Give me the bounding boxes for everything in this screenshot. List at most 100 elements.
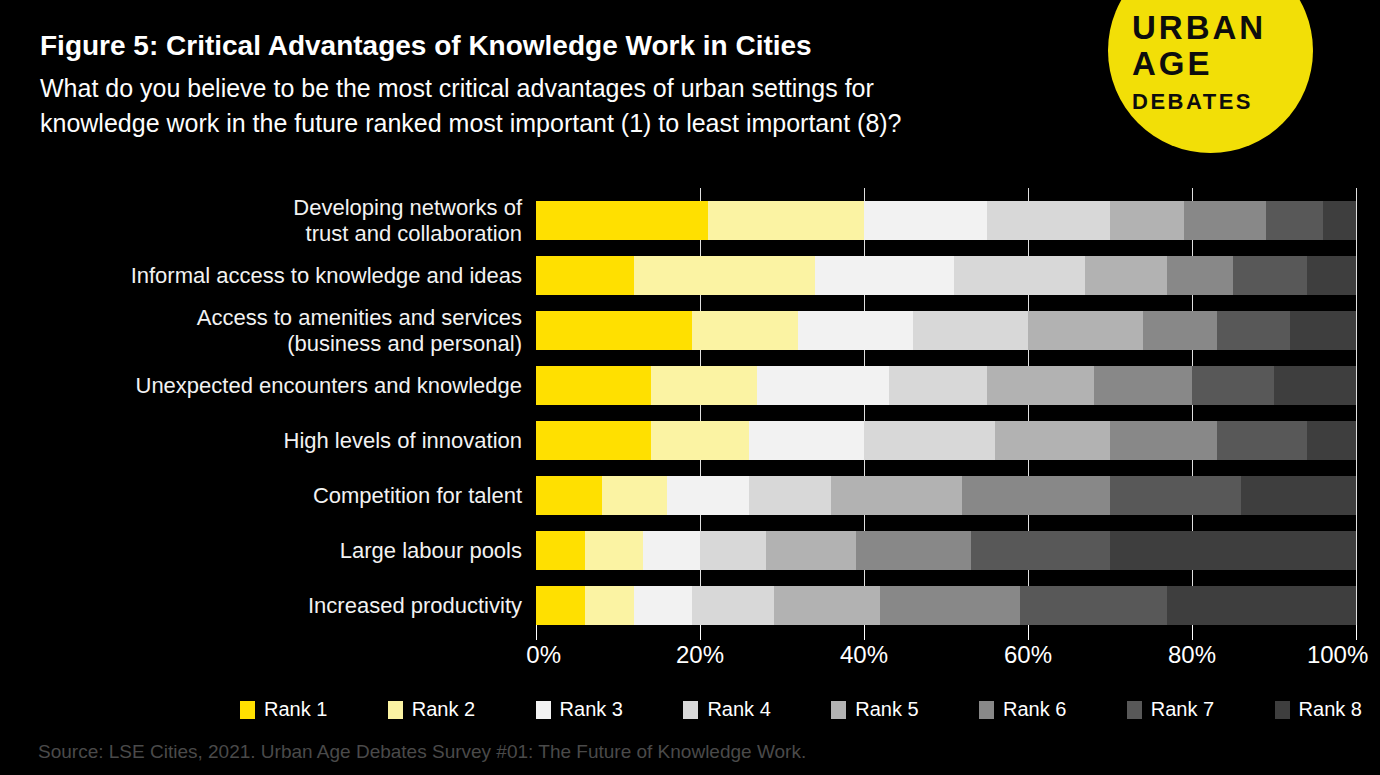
bar-segment-rank-7 [971,531,1110,570]
bar-segment-rank-3 [864,201,987,240]
bar-segment-rank-2 [585,586,634,625]
bar-segment-rank-4 [749,476,831,515]
stacked-bar [536,201,1356,240]
bar-segment-rank-6 [856,531,971,570]
chart-row: Competition for talent [0,468,1380,523]
bar-segment-rank-7 [1192,366,1274,405]
bar-segment-rank-4 [913,311,1028,350]
legend-item-rank-3: Rank 3 [536,698,623,721]
bar-segment-rank-2 [692,311,799,350]
bar-segment-rank-8 [1274,366,1356,405]
bar-segment-rank-4 [954,256,1085,295]
stacked-bar [536,476,1356,515]
chart-title: Figure 5: Critical Advantages of Knowled… [40,30,902,62]
bar-segment-rank-2 [651,366,758,405]
logo-line-age: AGE [1132,46,1266,82]
category-label: Developing networks oftrust and collabor… [0,195,536,247]
category-label: Unexpected encounters and knowledge [0,373,536,399]
bar-segment-rank-7 [1217,311,1291,350]
legend-item-rank-2: Rank 2 [388,698,475,721]
legend-swatch [683,701,698,719]
bar-segment-rank-1 [536,421,651,460]
bar-segment-rank-5 [987,366,1094,405]
axis-tick-label: 40% [840,641,888,669]
bar-segment-rank-3 [749,421,864,460]
stacked-bar [536,311,1356,350]
bar-segment-rank-2 [651,421,749,460]
bar-segment-rank-7 [1020,586,1168,625]
category-label: Large labour pools [0,538,536,564]
chart-row: Informal access to knowledge and ideas [0,248,1380,303]
bar-segment-rank-7 [1233,256,1307,295]
logo-text: URBAN AGE DEBATES [1132,10,1266,115]
urban-age-debates-logo: URBAN AGE DEBATES [1108,0,1313,153]
chart-row: Increased productivity [0,578,1380,633]
legend-item-rank-5: Rank 5 [831,698,918,721]
chart-subtitle-line-2: knowledge work in the future ranked most… [40,106,902,141]
bar-segment-rank-8 [1241,476,1356,515]
legend-swatch [240,701,255,719]
bar-segment-rank-3 [667,476,749,515]
bar-segment-rank-7 [1266,201,1323,240]
category-label: High levels of innovation [0,428,536,454]
legend-label: Rank 4 [707,698,770,721]
bar-segment-rank-6 [1184,201,1266,240]
axis-tick-label: 60% [1004,641,1052,669]
legend-item-rank-1: Rank 1 [240,698,327,721]
bar-segment-rank-3 [634,586,691,625]
bar-segment-rank-4 [889,366,987,405]
bar-segment-rank-2 [708,201,864,240]
legend-swatch [388,701,403,719]
legend-item-rank-4: Rank 4 [683,698,770,721]
bar-rows: Developing networks oftrust and collabor… [0,193,1380,633]
legend-swatch [831,701,846,719]
bar-segment-rank-4 [987,201,1110,240]
bar-segment-rank-4 [864,421,995,460]
bar-segment-rank-6 [1143,311,1217,350]
bar-segment-rank-7 [1217,421,1307,460]
legend: Rank 1 Rank 2 Rank 3 Rank 4 Rank 5 Rank 6 Rank… [240,698,1362,721]
chart-row: Access to amenities and services(busines… [0,303,1380,358]
legend-swatch [1127,701,1142,719]
stacked-bar [536,421,1356,460]
bar-segment-rank-1 [536,256,634,295]
bar-segment-rank-5 [1085,256,1167,295]
legend-item-rank-6: Rank 6 [979,698,1066,721]
category-label: Access to amenities and services(busines… [0,305,536,357]
bar-segment-rank-7 [1110,476,1241,515]
source-note: Source: LSE Cities, 2021. Urban Age Deba… [38,741,806,763]
legend-swatch [536,701,551,719]
bar-segment-rank-2 [602,476,668,515]
bar-segment-rank-5 [831,476,962,515]
legend-label: Rank 2 [412,698,475,721]
legend-label: Rank 5 [855,698,918,721]
axis-tick-label: 100% [1307,641,1368,669]
bar-segment-rank-1 [536,476,602,515]
bar-segment-rank-6 [1167,256,1233,295]
bar-segment-rank-1 [536,366,651,405]
bar-segment-rank-5 [995,421,1110,460]
legend-swatch [1275,701,1290,719]
bar-segment-rank-8 [1307,421,1356,460]
bar-segment-rank-8 [1110,531,1356,570]
legend-item-rank-7: Rank 7 [1127,698,1214,721]
bar-segment-rank-2 [634,256,814,295]
bar-segment-rank-3 [643,531,700,570]
chart-header: Figure 5: Critical Advantages of Knowled… [40,30,902,141]
chart-row: Developing networks oftrust and collabor… [0,193,1380,248]
category-label: Increased productivity [0,593,536,619]
chart-row: Unexpected encounters and knowledge [0,358,1380,413]
bar-segment-rank-2 [585,531,642,570]
legend-item-rank-8: Rank 8 [1275,698,1362,721]
stacked-bar [536,531,1356,570]
bar-segment-rank-1 [536,586,585,625]
stacked-bar [536,366,1356,405]
legend-label: Rank 6 [1003,698,1066,721]
bar-segment-rank-4 [700,531,766,570]
bar-segment-rank-8 [1323,201,1356,240]
bar-segment-rank-6 [880,586,1019,625]
bar-segment-rank-6 [1094,366,1192,405]
bar-segment-rank-3 [815,256,954,295]
bar-segment-rank-8 [1167,586,1356,625]
legend-swatch [979,701,994,719]
